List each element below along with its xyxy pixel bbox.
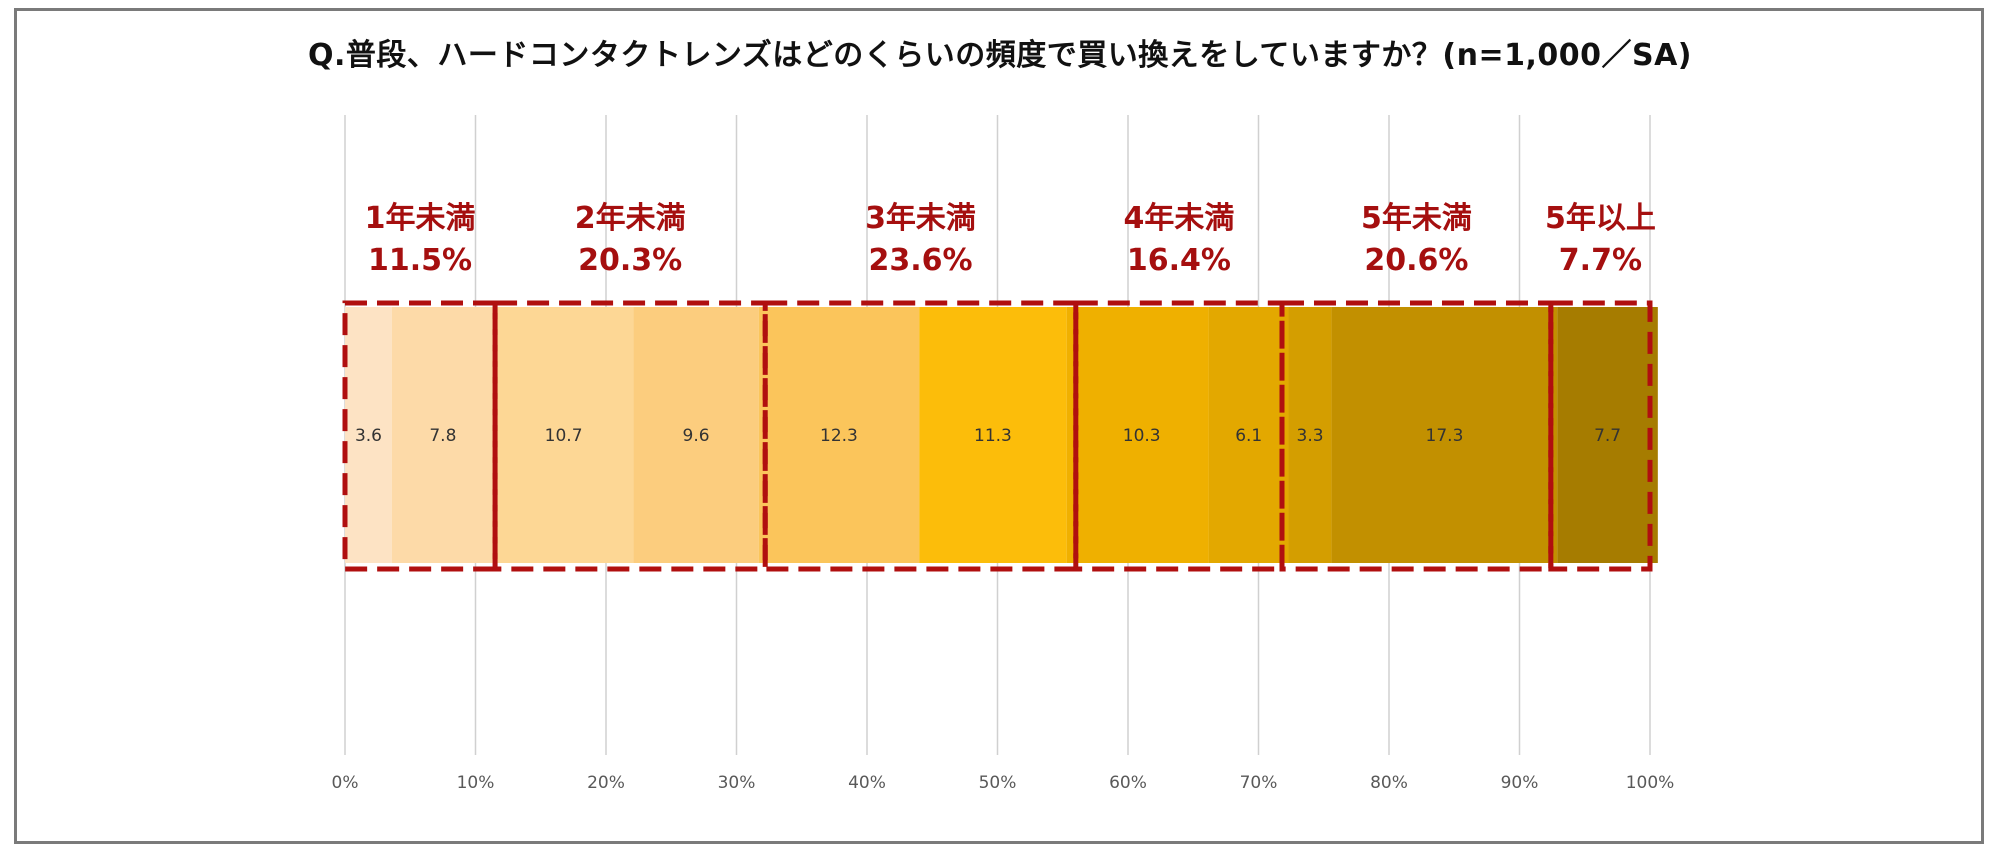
group-box bbox=[342, 300, 498, 572]
group-total-label: 20.3% bbox=[578, 243, 682, 278]
group-name-label: 2年未満 bbox=[575, 201, 686, 236]
group-name-label: 3年未満 bbox=[865, 201, 976, 236]
segment-value-label: 12.3 bbox=[820, 426, 858, 446]
group-total-label: 20.6% bbox=[1364, 243, 1468, 278]
group-total-label: 11.5% bbox=[368, 243, 472, 278]
bar-segment bbox=[1066, 307, 1075, 563]
group-name-label: 1年未満 bbox=[365, 201, 476, 236]
bar-segment bbox=[919, 307, 1067, 563]
bar-segment bbox=[1557, 307, 1658, 563]
bar-segment bbox=[493, 307, 634, 563]
x-tick-label: 40% bbox=[848, 773, 886, 793]
x-tick-label: 10% bbox=[457, 773, 495, 793]
segment-value-label: 6.1 bbox=[1235, 426, 1262, 446]
bar-layer: 3.6 7.8 10.7 9.6 12.3 11.3 10.3 6.1 3.3 17.3 7.7 bbox=[345, 307, 1658, 563]
bar-segment bbox=[1074, 307, 1209, 563]
bar-segment bbox=[633, 307, 759, 563]
group-box bbox=[492, 300, 768, 572]
group-name-label: 4年未満 bbox=[1123, 201, 1234, 236]
x-tick-label: 30% bbox=[718, 773, 756, 793]
bar-segment bbox=[758, 307, 920, 563]
group-total-label: 23.6% bbox=[868, 243, 972, 278]
bar-segment bbox=[345, 307, 392, 563]
segment-value-label: 7.8 bbox=[429, 426, 456, 446]
group-name-label: 5年以上 bbox=[1545, 201, 1656, 236]
segment-value-label: 10.3 bbox=[1123, 426, 1161, 446]
group-name-label: 5年未満 bbox=[1361, 201, 1472, 236]
segment-value-label: 10.7 bbox=[545, 426, 583, 446]
segment-value-label: 9.6 bbox=[683, 426, 710, 446]
x-tick-label: 0% bbox=[332, 773, 359, 793]
segment-value-label: 3.3 bbox=[1297, 426, 1324, 446]
bar-segment bbox=[391, 307, 494, 563]
group-total-label: 7.7% bbox=[1559, 243, 1642, 278]
x-tick-label: 70% bbox=[1240, 773, 1278, 793]
segment-value-label: 7.7 bbox=[1594, 426, 1621, 446]
x-tick-label: 90% bbox=[1501, 773, 1539, 793]
group-total-label: 16.4% bbox=[1127, 243, 1231, 278]
x-tick-label: 80% bbox=[1370, 773, 1408, 793]
group-box bbox=[1548, 300, 1653, 572]
x-tick-label: 50% bbox=[979, 773, 1017, 793]
group-layer: 1年未満 11.5% 2年未満 20.3% 3年未満 23.6% 4年未満 16.4% 5年未満… bbox=[342, 201, 1656, 572]
bar-segment bbox=[1208, 307, 1289, 563]
bar-segment bbox=[1288, 307, 1332, 563]
x-tick-label: 100% bbox=[1626, 773, 1675, 793]
x-tick-label: 60% bbox=[1109, 773, 1147, 793]
x-tick-label: 20% bbox=[587, 773, 625, 793]
chart-title: Q.普段、ハードコンタクトレンズはどのくらいの頻度で買い換えをしていますか？(n… bbox=[307, 38, 1693, 73]
segment-value-label: 11.3 bbox=[974, 426, 1012, 446]
bar-segment bbox=[1331, 307, 1558, 563]
segment-value-label: 3.6 bbox=[355, 426, 382, 446]
axis-layer: 0% 10% 20% 30% 40% 50% 60% 70% 80% 90% 100% bbox=[332, 773, 1675, 793]
segment-value-label: 17.3 bbox=[1426, 426, 1464, 446]
